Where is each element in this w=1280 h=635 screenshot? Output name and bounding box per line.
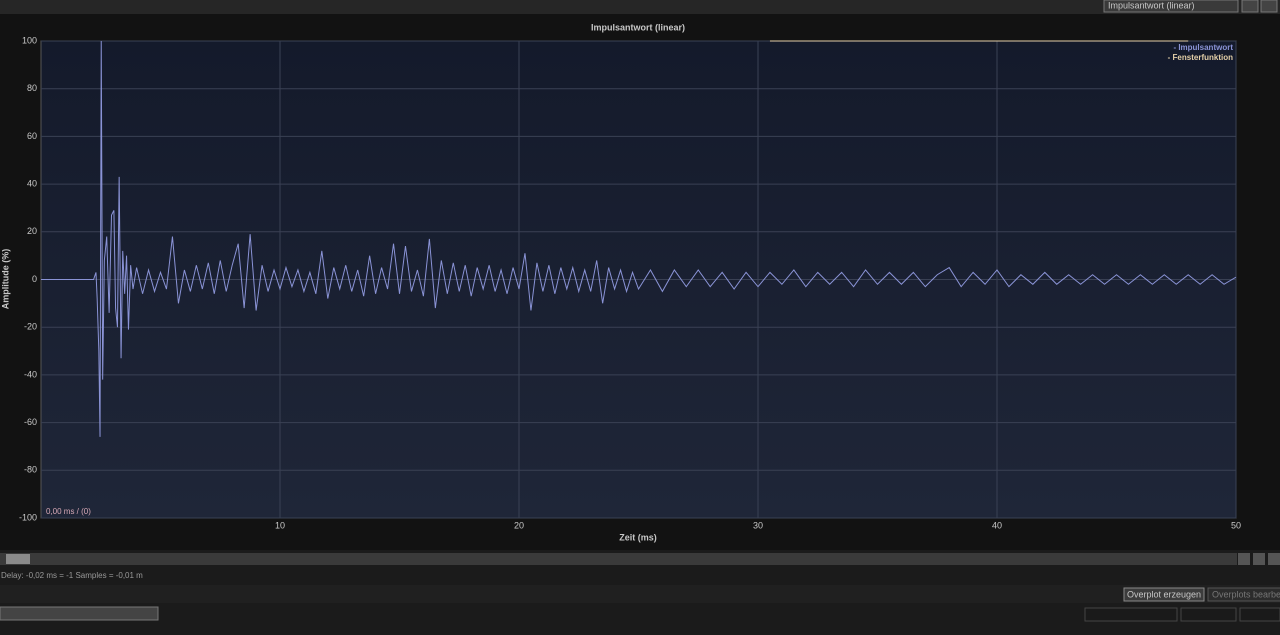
zoom-button[interactable] bbox=[1241, 0, 1259, 13]
legend-entry: - Fensterfunktion bbox=[1168, 53, 1233, 62]
pan-button[interactable] bbox=[1260, 0, 1278, 13]
overplot-button[interactable] bbox=[1123, 587, 1205, 602]
chart-title: Impulsantwort (linear) bbox=[591, 22, 685, 32]
x-tick-label: 20 bbox=[514, 520, 524, 530]
y-tick-label: -40 bbox=[24, 369, 37, 379]
overplots-edit-label: Overplots bearbeiten bbox=[1212, 589, 1280, 599]
top-bar bbox=[0, 0, 1280, 14]
y-tick-label: 0 bbox=[32, 274, 37, 284]
overplot-button-label: Overplot erzeugen bbox=[1127, 589, 1201, 599]
scroll-thumb[interactable] bbox=[6, 554, 30, 564]
legend-entry: - Impulsantwort bbox=[1173, 43, 1233, 52]
y-tick-label: 20 bbox=[27, 226, 37, 236]
series-line bbox=[41, 40, 1237, 437]
y-tick-label: 60 bbox=[27, 131, 37, 141]
x-tick-label: 30 bbox=[753, 520, 763, 530]
x-tick-label: 10 bbox=[275, 520, 285, 530]
select-3[interactable] bbox=[1239, 607, 1280, 622]
select-2[interactable] bbox=[1180, 607, 1237, 622]
y-tick-label: -20 bbox=[24, 322, 37, 332]
x-tick-label: 50 bbox=[1231, 520, 1241, 530]
overplots-edit-button[interactable] bbox=[1207, 587, 1280, 602]
x-axis-label: Zeit (ms) bbox=[619, 532, 657, 542]
select-1[interactable] bbox=[1084, 607, 1178, 622]
x-tick-label: 40 bbox=[992, 520, 1002, 530]
y-tick-label: -100 bbox=[19, 512, 37, 522]
y-tick-label: 40 bbox=[27, 178, 37, 188]
view-select-label: Impulsantwort (linear) bbox=[1108, 0, 1195, 10]
y-tick-label: -60 bbox=[24, 417, 37, 427]
zoom-out[interactable] bbox=[1253, 553, 1265, 565]
zoom-in[interactable] bbox=[1268, 553, 1280, 565]
scroll-right[interactable] bbox=[1238, 553, 1250, 565]
status-text: Delay: -0,02 ms = -1 Samples = -0,01 m bbox=[1, 571, 143, 580]
progress-field bbox=[0, 606, 159, 621]
y-tick-label: 100 bbox=[22, 35, 37, 45]
button-bar bbox=[0, 585, 1280, 603]
cursor-annotation: 0,00 ms / (0) bbox=[46, 507, 91, 516]
scrollbar[interactable] bbox=[0, 553, 1237, 565]
view-select[interactable] bbox=[1103, 0, 1239, 13]
y-axis-label: Amplitude (%) bbox=[0, 249, 10, 310]
y-tick-label: -80 bbox=[24, 465, 37, 475]
y-tick-label: 80 bbox=[27, 83, 37, 93]
